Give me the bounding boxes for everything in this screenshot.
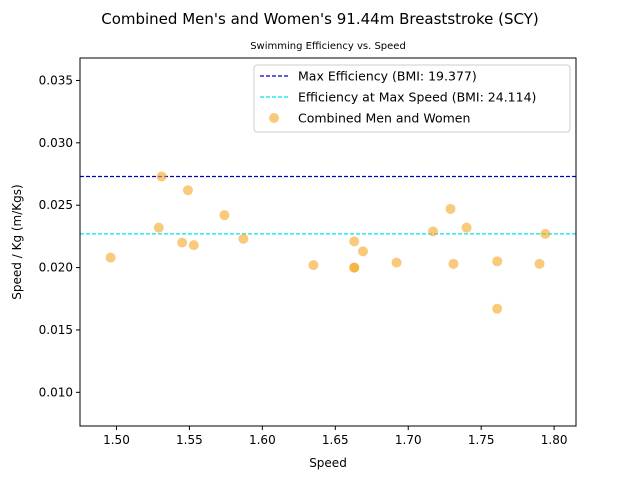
x-tick-label: 1.55 — [176, 433, 203, 447]
y-tick-label: 0.030 — [39, 136, 73, 150]
x-tick-label: 1.65 — [322, 433, 349, 447]
legend: Max Efficiency (BMI: 19.377) Efficiency … — [253, 64, 571, 133]
data-point — [391, 257, 402, 268]
x-tick-label: 1.75 — [468, 433, 495, 447]
data-point — [358, 246, 369, 257]
data-point — [492, 303, 503, 314]
y-axis-label: Speed / Kg (m/Kgs) — [10, 184, 24, 299]
data-point — [534, 258, 545, 269]
y-tick-label: 0.020 — [39, 261, 73, 275]
data-point — [219, 210, 230, 221]
reference-lines — [80, 175, 576, 235]
data-point — [156, 171, 167, 182]
legend-box — [253, 64, 571, 133]
legend-label-combined: Combined Men and Women — [298, 111, 470, 126]
x-tick-label: 1.80 — [541, 433, 568, 447]
data-point — [153, 222, 164, 233]
x-tick-label: 1.60 — [249, 433, 276, 447]
data-point — [177, 237, 188, 248]
x-axis-ticks: 1.50 1.55 1.60 1.65 1.70 1.75 1.80 — [103, 426, 567, 447]
x-tick-label: 1.70 — [395, 433, 422, 447]
data-point — [349, 236, 360, 247]
y-tick-label: 0.015 — [39, 323, 73, 337]
data-point — [428, 226, 439, 237]
data-point — [349, 262, 360, 273]
chart-subtitle: Swimming Efficiency vs. Speed — [250, 41, 406, 52]
data-points — [105, 171, 551, 314]
chart-title: Combined Men's and Women's 91.44m Breast… — [101, 10, 539, 28]
y-axis-ticks: 0.010 0.015 0.020 0.025 0.030 0.035 — [39, 73, 80, 399]
y-tick-label: 0.035 — [39, 73, 73, 87]
y-tick-label: 0.025 — [39, 198, 73, 212]
data-point — [461, 222, 472, 233]
data-point — [492, 256, 503, 267]
data-point — [188, 240, 199, 251]
plot-area — [79, 57, 577, 427]
data-point — [540, 228, 551, 239]
legend-swatch-combined — [269, 113, 279, 123]
data-point — [308, 260, 319, 271]
x-tick-label: 1.50 — [103, 433, 130, 447]
data-point — [182, 185, 193, 196]
data-point — [445, 203, 456, 214]
data-point — [105, 252, 116, 263]
y-tick-label: 0.010 — [39, 385, 73, 399]
data-point — [238, 233, 249, 244]
legend-label-efficiency-max-speed: Efficiency at Max Speed (BMI: 24.114) — [298, 90, 536, 105]
data-point — [448, 258, 459, 269]
x-axis-label: Speed — [309, 456, 347, 470]
legend-label-max-efficiency: Max Efficiency (BMI: 19.377) — [298, 69, 477, 84]
